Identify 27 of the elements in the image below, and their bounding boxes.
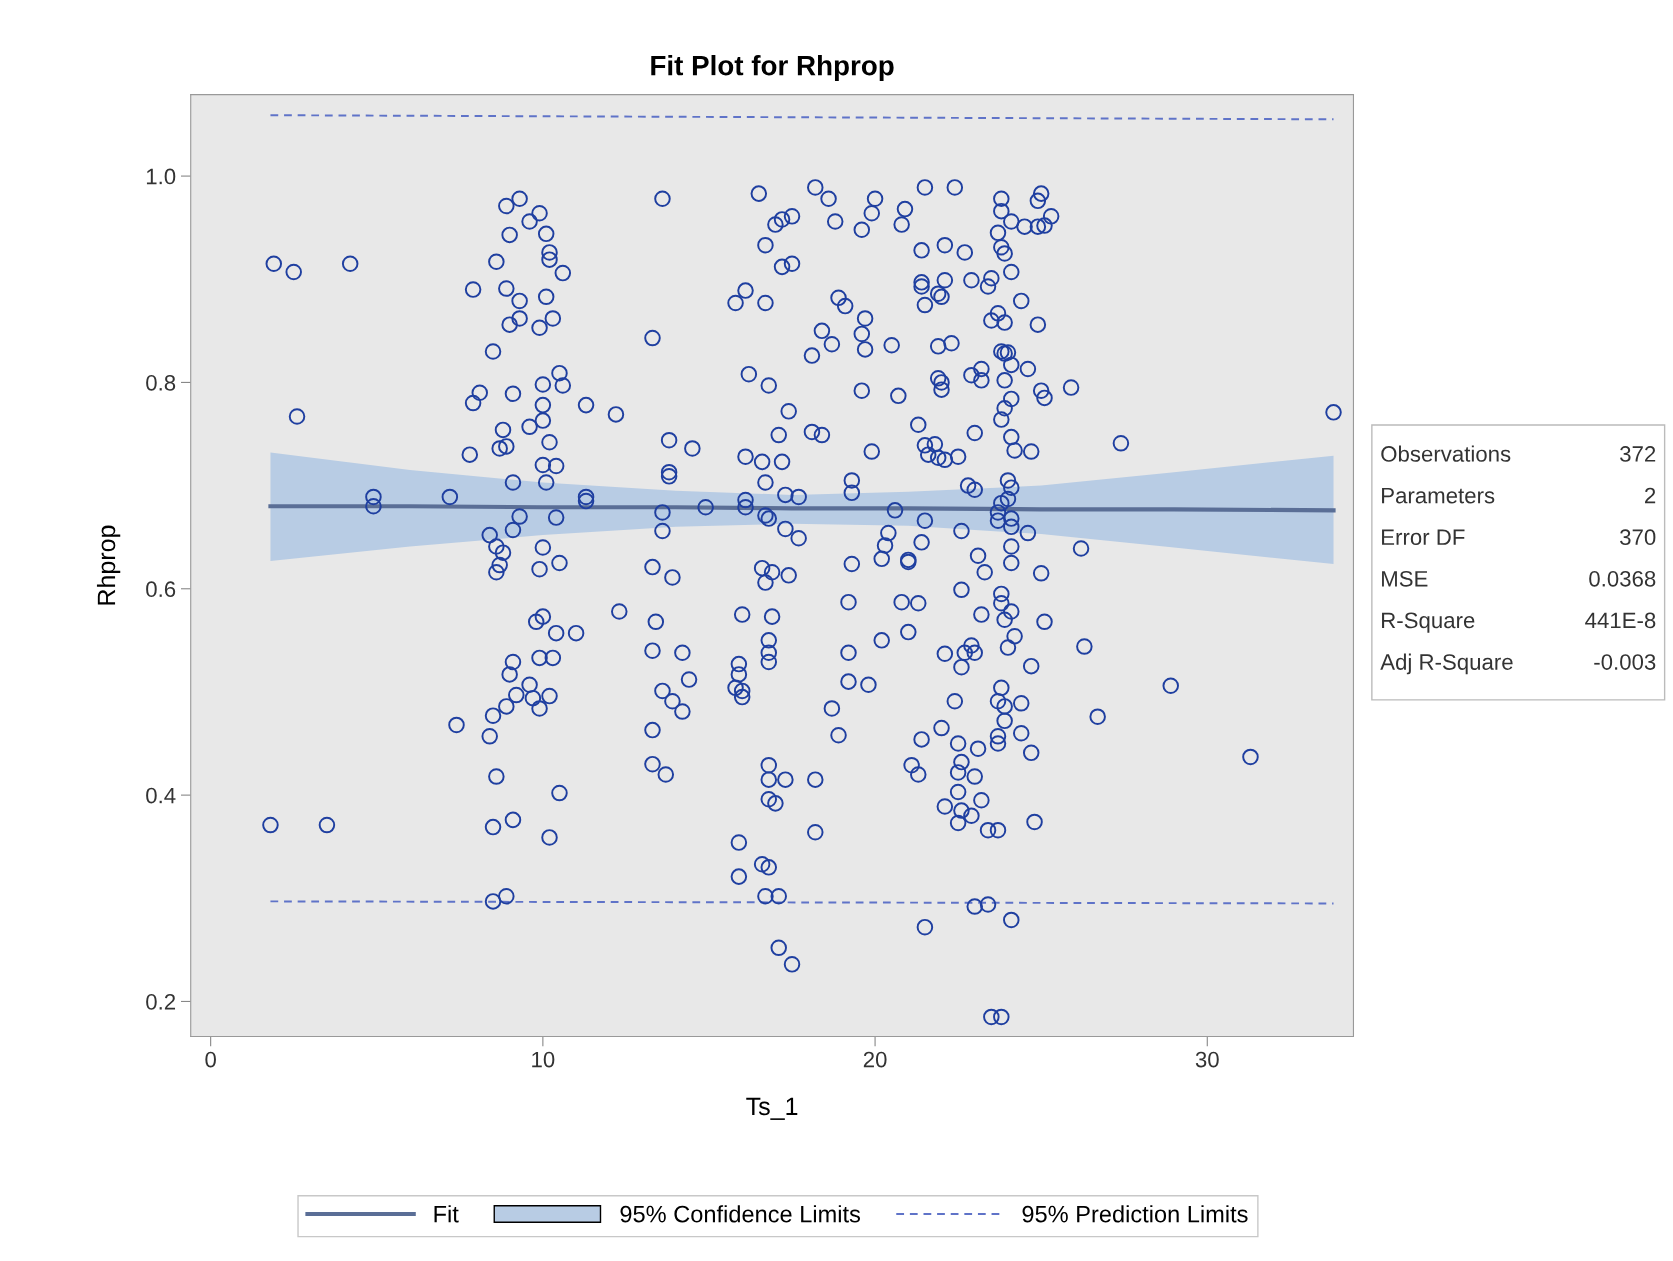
chart-title: Fit Plot for Rhprop [651,55,894,81]
text: Adj R-Square [1380,653,1513,675]
legend-label: 95% Confidence Limits [620,1205,861,1223]
text: R-Square [1382,612,1475,633]
text: Error DF [1382,529,1465,546]
text: 441E-8 [1585,612,1656,629]
text: 0.0368 [1589,570,1656,587]
text: -0.003 [1594,654,1656,670]
text: 370 [1620,529,1656,546]
y-tick-label: 0.8 [146,374,176,391]
y-tick-label: 0.2 [146,994,176,1010]
text: 372 [1620,446,1656,462]
text: Observations [1381,445,1511,462]
y-tick-label: 1.0 [146,168,176,185]
text: MSE [1382,570,1428,587]
x-tick-label: 30 [1195,1051,1219,1068]
y-axis-title: Rhprop [96,525,121,605]
text: 2 [1645,487,1656,504]
text: Parameters [1382,487,1495,504]
legend-label: 95% Prediction Limits [1022,1205,1248,1223]
x-tick-label: 0 [205,1051,216,1068]
legend-label: Fit [434,1205,459,1223]
x-tick-label: 20 [863,1051,887,1068]
y-tick-label: 0.6 [146,581,176,598]
x-tick-label: 10 [532,1051,555,1068]
x-axis-title: Ts_1 [746,1097,798,1120]
y-tick-label: 0.4 [146,787,176,804]
